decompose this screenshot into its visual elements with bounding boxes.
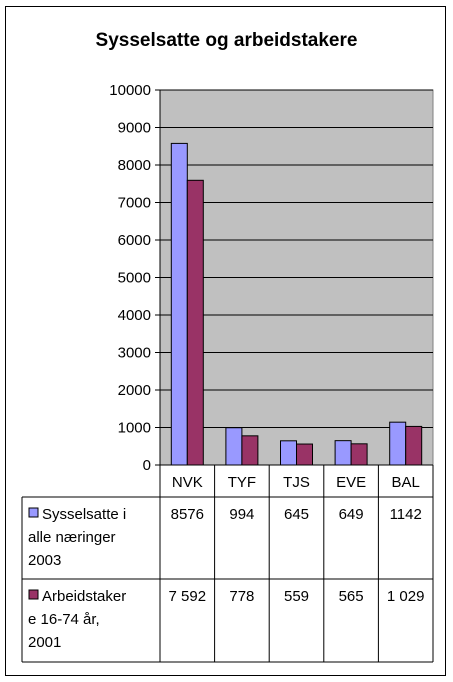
bar [389,421,407,466]
data-label: 559 [284,588,309,605]
series-name-line: e 16-74 år, [28,611,100,628]
y-tick-label: 6000 [118,232,151,249]
y-tick-label: 3000 [118,345,151,362]
data-label: 8576 [171,506,204,523]
y-tick-label: 7000 [118,195,151,212]
series-name-line: alle næringer [28,529,116,546]
chart-title: Sysselsatte og arbeidstakere [95,30,358,51]
y-tick-label: 5000 [118,270,151,287]
bar [405,425,423,466]
y-tick-label: 9000 [118,120,151,137]
series-name-line: 2003 [28,552,61,569]
data-label: 645 [284,506,309,523]
data-label: 994 [229,506,254,523]
bar [296,443,313,466]
data-label: 7 592 [169,588,207,605]
y-tick-label: 8000 [118,157,151,174]
bar [170,142,188,466]
category-label: NVK [172,474,203,491]
category-label: BAL [392,474,420,491]
data-label: 1 029 [387,588,425,605]
series-name-line: Sysselsatte i [42,506,126,523]
series-name-line: Arbeidstaker [42,588,126,605]
data-label: 778 [229,588,254,605]
data-label: 1142 [390,506,422,523]
category-label: EVE [336,474,366,491]
y-tick-label: 10000 [109,82,151,99]
bar [241,435,259,466]
data-label: 565 [339,588,364,605]
y-tick-label: 4000 [118,307,151,324]
category-label: TYF [228,474,256,491]
y-tick-label: 1000 [118,420,151,437]
category-label: TJS [283,474,310,491]
y-tick-label: 0 [143,457,151,474]
bar [225,427,243,466]
legend-key [28,589,39,600]
bar [334,440,352,466]
legend-key [28,507,39,518]
bar [350,443,368,466]
series-name-line: 2001 [28,634,61,651]
bar [186,179,204,466]
data-label: 649 [339,506,364,523]
bar [280,440,297,466]
y-tick-label: 2000 [118,382,151,399]
